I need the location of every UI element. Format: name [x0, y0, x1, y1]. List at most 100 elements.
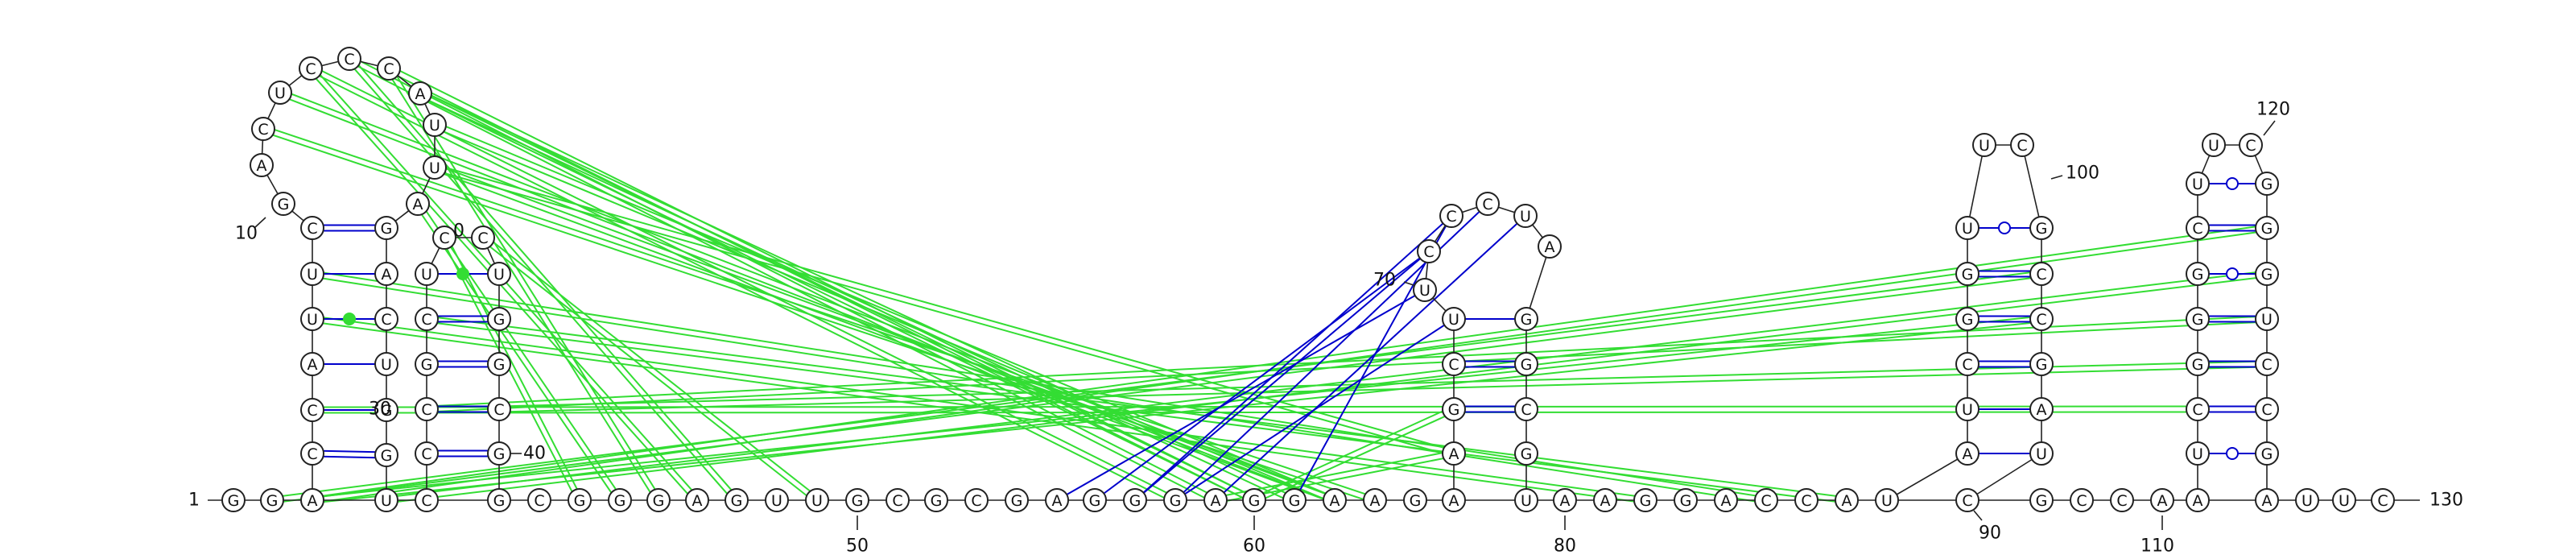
nucleotide-circle	[1514, 307, 1538, 331]
nucleotide-circle	[487, 488, 511, 512]
nucleotide-circle	[1794, 488, 1818, 512]
nucleotide-circle	[2255, 216, 2279, 240]
nucleotide-letter: C	[307, 402, 317, 420]
nucleotide-letter: C	[2261, 356, 2272, 374]
nucleotide-h4R3: C	[2029, 307, 2054, 331]
long-range-interaction-line	[426, 315, 2267, 408]
nucleotide-circle	[568, 488, 592, 512]
nucleotide-letter: U	[2301, 492, 2313, 510]
nucleotide-letter: A	[692, 492, 703, 510]
nucleotide-letter: C	[1801, 492, 1811, 510]
long-range-interaction-line	[433, 169, 1454, 458]
nucleotide-letter: G	[228, 492, 240, 510]
nucleotide-circle	[471, 226, 495, 250]
nucleotide-circle	[2186, 172, 2210, 196]
nucleotide-b20: G	[1083, 488, 1107, 512]
nucleotide-circle	[1203, 488, 1228, 512]
tertiary-pair-line	[1134, 215, 1452, 501]
nucleotide-circle	[300, 307, 324, 331]
nucleotide-circle	[1972, 133, 1996, 157]
nucleotide-circle	[2255, 397, 2279, 421]
nucleotide-letter: A	[415, 85, 426, 103]
nucleotide-letter: G	[1289, 492, 1301, 510]
nucleotide-h1R0: G	[374, 443, 398, 467]
nucleotide-letter: G	[278, 196, 290, 213]
nucleotide-h3R2: G	[1514, 352, 1538, 376]
nucleotide-circle	[2029, 216, 2054, 240]
long-range-interaction-line	[386, 270, 2267, 499]
nucleotide-b35: A	[1714, 488, 1738, 512]
long-range-interaction-line	[1253, 405, 1453, 499]
nucleotide-h2P0: C	[432, 226, 456, 250]
nucleotide-h4R4: C	[2029, 262, 2054, 286]
nucleotide-circle	[1955, 216, 1979, 240]
nucleotide-letter: A	[1963, 445, 1973, 463]
nucleotide-circle	[1955, 352, 1979, 376]
nucleotide-circle	[527, 488, 551, 512]
nucleotide-letter: G	[381, 447, 393, 465]
nucleotide-circle	[2255, 488, 2279, 512]
nucleotide-b24: G	[1242, 488, 1266, 512]
nucleotide-h4L2: C	[1955, 352, 1979, 376]
nucleotide-circle	[423, 155, 447, 180]
nucleotide-h4R2: G	[2029, 352, 2054, 376]
nucleotide-circle	[377, 56, 401, 81]
nucleotide-letter: U	[421, 266, 432, 284]
long-range-interaction-line	[1255, 411, 1455, 504]
nucleotide-letter: C	[1521, 401, 1531, 419]
long-range-interaction-line	[446, 235, 584, 499]
nucleotide-circle	[1955, 441, 1979, 466]
nucleotide-h1L4: U	[300, 262, 324, 286]
tertiary-pair-line	[1134, 251, 1430, 501]
nucleotide-b25: G	[1282, 488, 1307, 512]
nucleotide-h1L1: C	[300, 398, 324, 422]
nucleotide-letter: C	[1446, 208, 1456, 226]
nucleotide-h5R3: U	[2255, 307, 2279, 331]
nucleotide-circle	[415, 488, 439, 512]
nucleotide-circle	[374, 216, 398, 240]
wobble-pair-marker	[2226, 177, 2239, 190]
position-tick	[1403, 281, 1414, 286]
nucleotide-b14: G	[845, 488, 869, 512]
nucleotide-letter: G	[381, 402, 393, 420]
nucleotide-circle	[924, 488, 948, 512]
nucleotide-h5L2: G	[2186, 352, 2210, 376]
nucleotide-letter: C	[1482, 196, 1492, 213]
nucleotide-h4L3: G	[1955, 307, 1979, 331]
nucleotide-circle	[1538, 234, 1562, 259]
nucleotide-circle	[2202, 133, 2226, 157]
tertiary-pair-line	[1174, 318, 1455, 501]
nucleotide-letter: U	[2339, 492, 2350, 510]
nucleotide-letter: G	[1011, 492, 1023, 510]
nucleotide-letter: G	[1129, 492, 1141, 510]
nucleotide-circle	[374, 262, 398, 286]
nucleotide-h3L0: A	[1442, 441, 1466, 466]
nucleotide-b9: G	[646, 488, 671, 512]
nucleotide-letter: C	[534, 492, 544, 510]
nucleotide-h3P4: U	[1513, 204, 1538, 228]
long-range-interaction-line	[308, 69, 696, 503]
nucleotide-b0: G	[221, 488, 246, 512]
nucleotide-circle	[1005, 488, 1029, 512]
nucleotide-h5L5: C	[2186, 216, 2210, 240]
nucleotide-letter: G	[2261, 445, 2273, 463]
nucleotide-letter: G	[381, 220, 393, 238]
nucleotide-b22: G	[1163, 488, 1187, 512]
nucleotide-letter: G	[2192, 311, 2204, 329]
nucleotide-letter: C	[1761, 492, 1771, 510]
nucleotide-circle	[1442, 488, 1466, 512]
nucleotide-circle	[251, 117, 275, 141]
nucleotide-letter: G	[1640, 492, 1652, 510]
nucleotide-circle	[300, 441, 324, 466]
nucleotide-letter: G	[1521, 311, 1533, 329]
long-range-interaction-line	[419, 95, 1253, 504]
nucleotide-b42: C	[2070, 488, 2094, 512]
nucleotide-h2L1: C	[415, 397, 439, 421]
nucleotide-letter: G	[493, 356, 506, 374]
nucleotide-circle	[2255, 352, 2279, 376]
long-range-interaction-line	[350, 56, 740, 499]
nucleotide-letter: C	[1962, 492, 1972, 510]
nucleotide-circle	[299, 56, 323, 81]
nucleotide-b49: C	[2371, 488, 2395, 512]
